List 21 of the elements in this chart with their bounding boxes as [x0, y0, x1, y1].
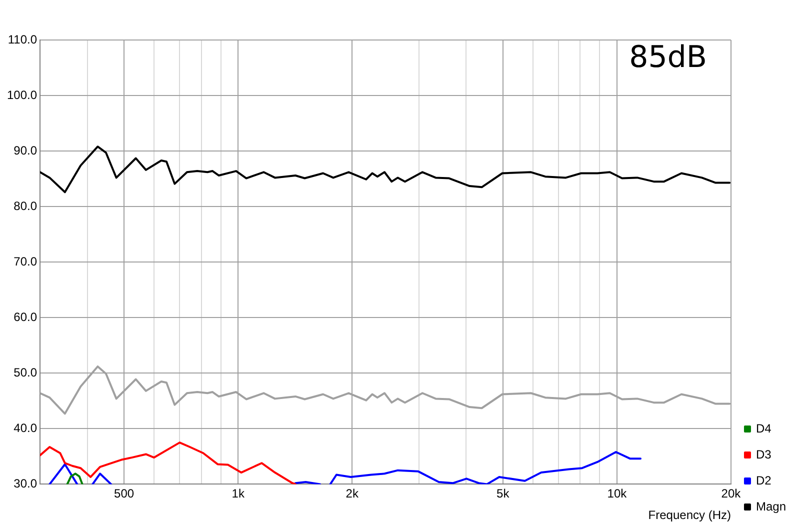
legend-label: D2 [756, 473, 772, 488]
y-tick-label: 30.0 [14, 476, 38, 491]
y-tick-label: 110.0 [8, 32, 38, 46]
x-tick-label: 1k [232, 486, 246, 501]
x-tick-label: 500 [114, 486, 134, 501]
y-tick-label: 90.0 [14, 143, 38, 158]
legend-label: D4 [756, 421, 772, 436]
annotation: 85dB [629, 40, 707, 75]
legend-label: D3 [756, 447, 772, 462]
x-tick-label: 20k [721, 486, 742, 501]
x-tick-label: 5k [496, 486, 510, 501]
y-tick-label: 70.0 [14, 254, 38, 268]
x-axis-title: Frequency (Hz) [648, 508, 731, 522]
y-tick-label: 40.0 [14, 420, 38, 435]
y-tick-label: 80.0 [14, 198, 38, 213]
legend-label: Magn [756, 499, 786, 514]
x-tick-label: 10k [607, 486, 628, 501]
x-tick-label: 2k [346, 486, 360, 501]
y-tick-label: 60.0 [14, 310, 38, 324]
y-tick-label: 100.0 [7, 88, 38, 102]
y-tick-label: 50.0 [14, 365, 38, 380]
